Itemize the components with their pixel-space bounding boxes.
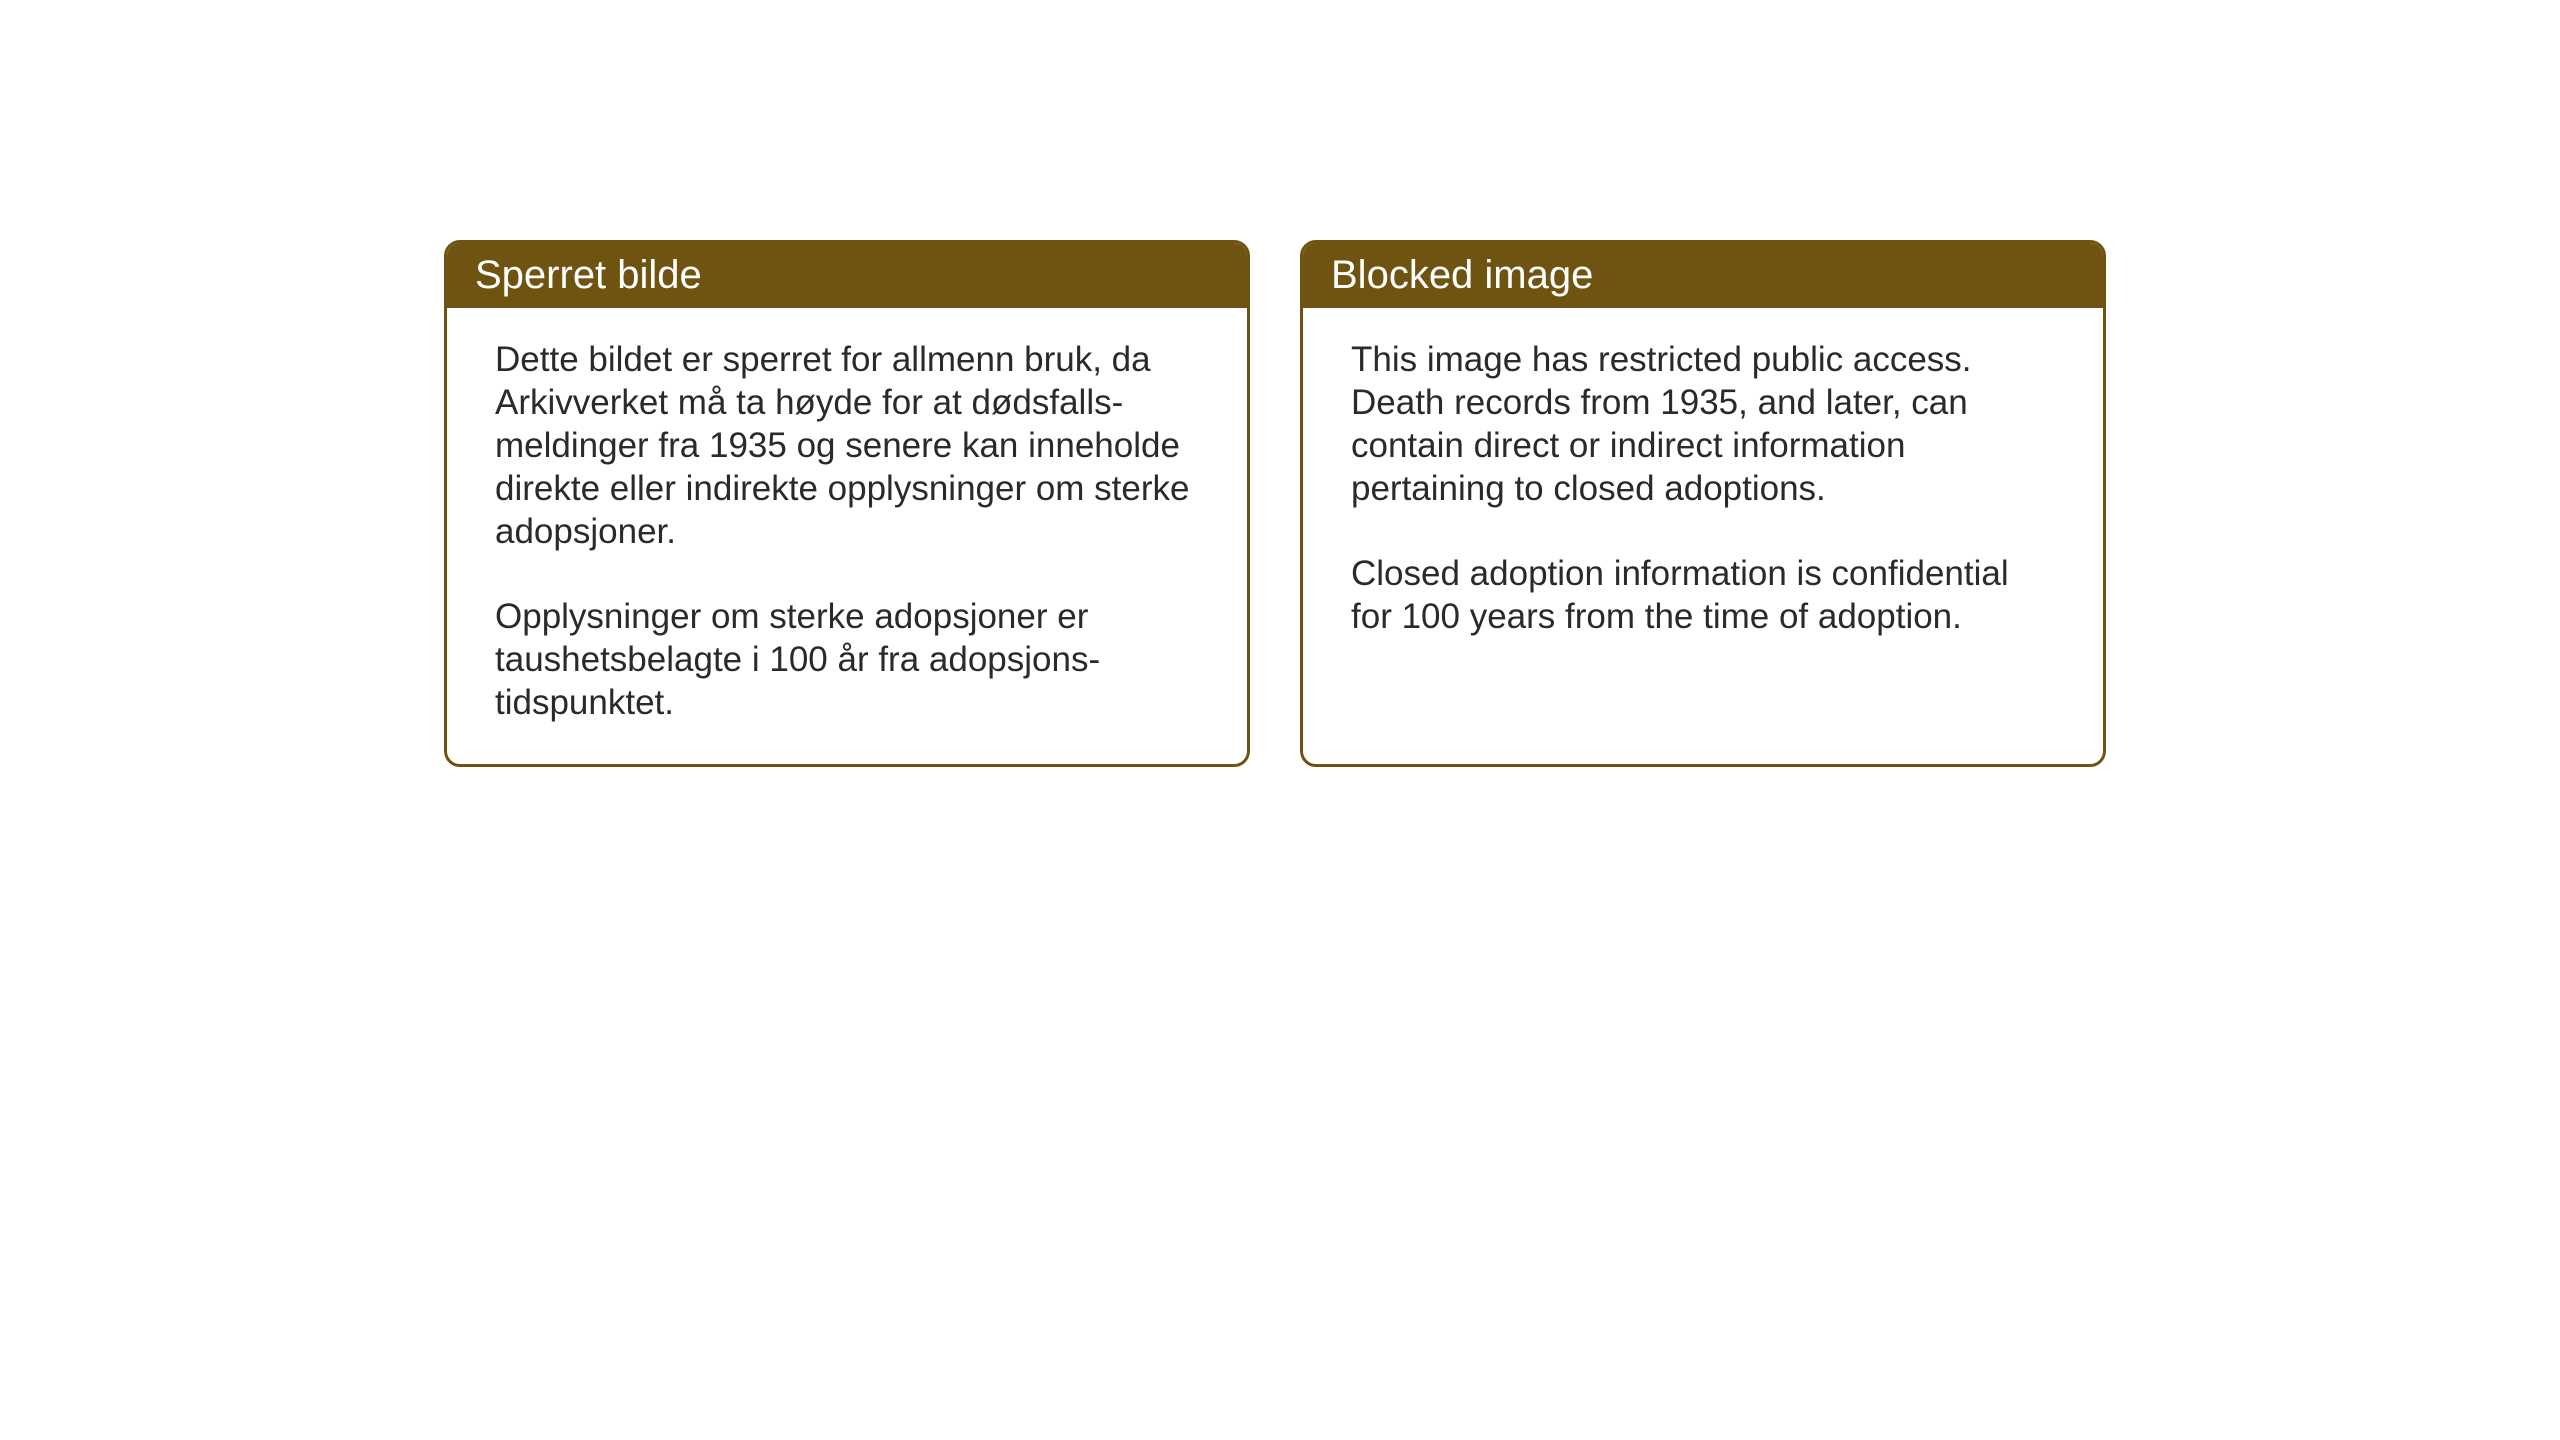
notice-title-english: Blocked image — [1331, 253, 2075, 298]
notice-paragraph-2-english: Closed adoption information is confident… — [1351, 552, 2055, 638]
notice-paragraph-1-norwegian: Dette bildet er sperret for allmenn bruk… — [495, 338, 1199, 553]
notice-box-norwegian: Sperret bilde Dette bildet er sperret fo… — [444, 240, 1250, 767]
notice-body-english: This image has restricted public access.… — [1303, 308, 2103, 728]
notice-header-english: Blocked image — [1303, 243, 2103, 308]
notice-paragraph-1-english: This image has restricted public access.… — [1351, 338, 2055, 510]
notice-container: Sperret bilde Dette bildet er sperret fo… — [444, 240, 2106, 767]
notice-body-norwegian: Dette bildet er sperret for allmenn bruk… — [447, 308, 1247, 764]
notice-title-norwegian: Sperret bilde — [475, 253, 1219, 298]
notice-box-english: Blocked image This image has restricted … — [1300, 240, 2106, 767]
notice-paragraph-2-norwegian: Opplysninger om sterke adopsjoner er tau… — [495, 595, 1199, 724]
notice-header-norwegian: Sperret bilde — [447, 243, 1247, 308]
